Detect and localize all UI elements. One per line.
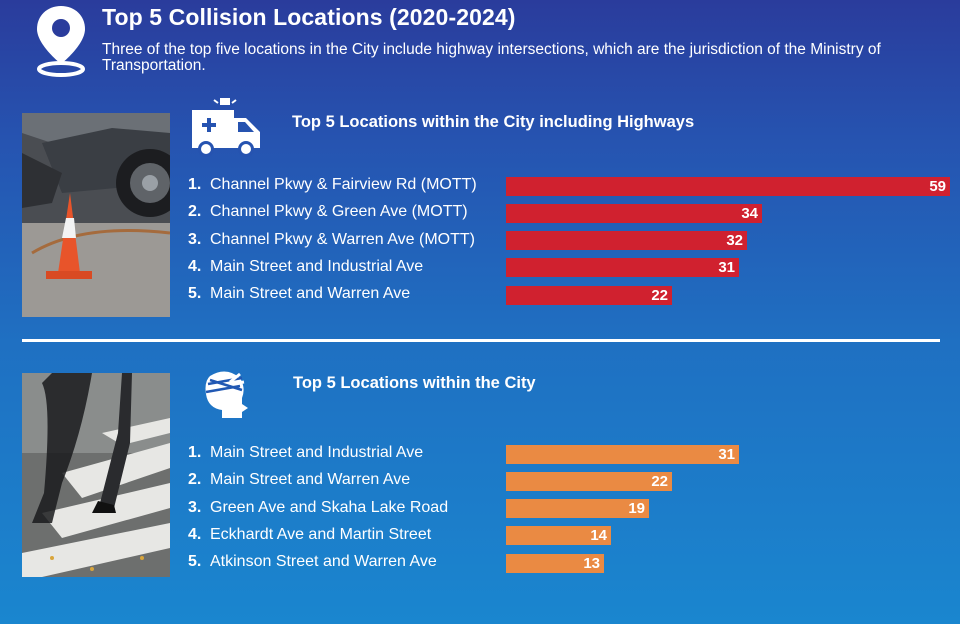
rank-label: 5.: [188, 553, 202, 571]
category-label: Main Street and Industrial Ave: [210, 257, 424, 275]
bar: 32: [506, 231, 747, 251]
rank-label: 4.: [188, 257, 202, 275]
category-label: Main Street and Industrial Ave: [210, 444, 424, 461]
bar-value-label: 34: [741, 204, 758, 222]
bar-value-label: 59: [929, 177, 946, 195]
category-label: Main Street and Warren Ave: [210, 471, 411, 489]
page-title: Top 5 Collision Locations (2020-2024): [102, 4, 516, 30]
rank-label: 2.: [188, 203, 202, 221]
bar: 13: [506, 553, 604, 573]
injured-head-icon: [205, 371, 248, 418]
bar: 59: [506, 176, 950, 196]
bar-value-label: 31: [718, 259, 735, 277]
bar-value-label: 19: [628, 500, 645, 518]
location-pin-icon: [37, 6, 85, 77]
bar: 19: [506, 499, 649, 519]
rank-label: 1.: [188, 444, 202, 461]
category-label: Eckhardt Ave and Martin Street: [210, 525, 432, 543]
category-label: Atkinson Street and Warren Ave: [210, 553, 437, 571]
category-label: Channel Pkwy & Green Ave (MOTT): [210, 203, 468, 221]
category-label: Channel Pkwy & Fairview Rd (MOTT): [210, 176, 477, 193]
rank-label: 5.: [188, 285, 202, 303]
section-divider: [22, 339, 940, 342]
rank-label: 4.: [188, 525, 202, 543]
bar-value-label: 13: [583, 554, 600, 572]
bar-value-label: 32: [726, 232, 743, 250]
category-label: Channel Pkwy & Warren Ave (MOTT): [210, 230, 475, 248]
rank-label: 3.: [188, 498, 202, 516]
rank-label: 2.: [188, 471, 202, 489]
bar: 22: [506, 471, 672, 491]
ambulance-icon: [192, 98, 260, 157]
bar: 31: [506, 258, 739, 278]
highway-chart-title: Top 5 Locations within the City includin…: [292, 113, 695, 131]
city-chart-title: Top 5 Locations within the City: [293, 374, 536, 392]
rank-label: 3.: [188, 230, 202, 248]
collision-photo: [22, 113, 170, 317]
bar: 34: [506, 203, 762, 223]
rank-label: 1.: [188, 176, 202, 193]
bar-value-label: 14: [590, 527, 607, 545]
pedestrian-photo: [22, 373, 170, 577]
bar: 14: [506, 526, 611, 546]
category-label: Main Street and Warren Ave: [210, 285, 411, 303]
bar-value-label: 22: [651, 472, 668, 490]
category-label: Green Ave and Skaha Lake Road: [210, 498, 449, 516]
bar: 31: [506, 444, 739, 464]
bar-value-label: 22: [651, 286, 668, 304]
page-subtitle: Three of the top five locations in the C…: [102, 41, 881, 74]
bar-value-label: 31: [718, 445, 735, 463]
bar: 22: [506, 285, 672, 305]
